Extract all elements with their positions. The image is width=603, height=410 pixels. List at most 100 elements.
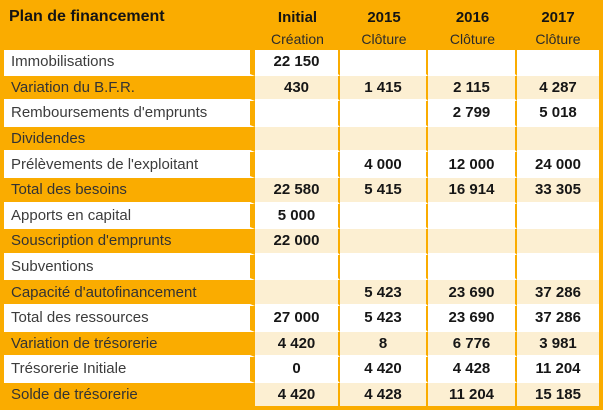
value-cell xyxy=(517,50,599,76)
table-row: Souscription d'emprunts 22 000 xyxy=(4,229,599,255)
value-cell: 5 018 xyxy=(517,101,599,127)
row-label: Total des ressources xyxy=(4,305,255,332)
value-cell xyxy=(517,126,599,153)
table-row: Solde de trésorerie 4 420 4 428 11 204 15 18… xyxy=(4,382,599,406)
value-cell: 5 415 xyxy=(340,177,428,204)
value-cell xyxy=(428,50,517,76)
value-cell xyxy=(340,126,428,153)
value-cell: 3 981 xyxy=(517,331,599,358)
value-cell: 2 799 xyxy=(428,101,517,127)
value-cell xyxy=(428,254,517,281)
value-cell: 23 690 xyxy=(428,305,517,332)
value-cell xyxy=(517,203,599,230)
row-label: Trésorerie Initiale xyxy=(4,357,255,383)
value-cell: 22 150 xyxy=(255,50,340,76)
value-cell xyxy=(517,254,599,281)
value-cell: 5 423 xyxy=(340,280,428,306)
subheader-empty xyxy=(4,30,255,50)
table-row: Capacité d'autofinancement 5 423 23 690 37 … xyxy=(4,280,599,306)
value-cell: 11 204 xyxy=(428,382,517,406)
value-cell: 6 776 xyxy=(428,331,517,358)
value-cell xyxy=(517,229,599,255)
value-cell: 4 428 xyxy=(428,357,517,383)
value-cell: 4 287 xyxy=(517,75,599,102)
col-subheader-2017: Clôture xyxy=(517,30,599,50)
table-row: Variation du B.F.R. 430 1 415 2 115 4 287 xyxy=(4,75,599,102)
row-label: Apports en capital xyxy=(4,203,255,230)
value-cell: 4 428 xyxy=(340,382,428,406)
table-row: Trésorerie Initiale 0 4 420 4 428 11 204 xyxy=(4,357,599,383)
row-label: Total des besoins xyxy=(4,177,255,204)
table-row: Subventions xyxy=(4,254,599,281)
value-cell: 2 115 xyxy=(428,75,517,102)
row-label: Immobilisations xyxy=(4,50,255,76)
row-label: Remboursements d'emprunts xyxy=(4,101,255,127)
table-row: Total des ressources 27 000 5 423 23 690 37 … xyxy=(4,305,599,332)
value-cell xyxy=(428,229,517,255)
value-cell: 8 xyxy=(340,331,428,358)
value-cell xyxy=(340,254,428,281)
value-cell xyxy=(340,203,428,230)
table-row: Variation de trésorerie 4 420 8 6 776 3 981 xyxy=(4,331,599,358)
value-cell: 37 286 xyxy=(517,280,599,306)
row-label: Prélèvements de l'exploitant xyxy=(4,152,255,178)
value-cell: 5 000 xyxy=(255,203,340,230)
value-cell: 4 420 xyxy=(255,331,340,358)
value-cell xyxy=(340,101,428,127)
value-cell: 4 000 xyxy=(340,152,428,178)
table-row: Prélèvements de l'exploitant 4 000 12 000 2… xyxy=(4,152,599,178)
col-subheader-2016: Clôture xyxy=(428,30,517,50)
value-cell: 430 xyxy=(255,75,340,102)
table-row: Total des besoins 22 580 5 415 16 914 33 305 xyxy=(4,177,599,204)
header-row-periods: Création Clôture Clôture Clôture xyxy=(4,30,599,50)
value-cell: 16 914 xyxy=(428,177,517,204)
value-cell: 22 000 xyxy=(255,229,340,255)
row-label: Variation du B.F.R. xyxy=(4,75,255,102)
value-cell xyxy=(428,203,517,230)
value-cell: 15 185 xyxy=(517,382,599,406)
header-row-years: Plan de financement Initial 2015 2016 20… xyxy=(4,4,599,30)
table-row: Dividendes xyxy=(4,126,599,153)
row-label: Solde de trésorerie xyxy=(4,382,255,406)
value-cell: 37 286 xyxy=(517,305,599,332)
value-cell xyxy=(255,101,340,127)
value-cell: 11 204 xyxy=(517,357,599,383)
col-subheader-initial: Création xyxy=(255,30,340,50)
table-row: Remboursements d'emprunts 2 799 5 018 xyxy=(4,101,599,127)
col-subheader-2015: Clôture xyxy=(340,30,428,50)
value-cell: 22 580 xyxy=(255,177,340,204)
row-label: Souscription d'emprunts xyxy=(4,229,255,255)
value-cell: 27 000 xyxy=(255,305,340,332)
value-cell: 1 415 xyxy=(340,75,428,102)
value-cell: 33 305 xyxy=(517,177,599,204)
row-label: Capacité d'autofinancement xyxy=(4,280,255,306)
col-header-2017: 2017 xyxy=(517,4,599,30)
value-cell: 4 420 xyxy=(255,382,340,406)
row-label: Dividendes xyxy=(4,126,255,153)
value-cell xyxy=(428,126,517,153)
value-cell: 12 000 xyxy=(428,152,517,178)
value-cell xyxy=(255,280,340,306)
row-label: Variation de trésorerie xyxy=(4,331,255,358)
value-cell xyxy=(340,50,428,76)
value-cell xyxy=(255,152,340,178)
table-title: Plan de financement xyxy=(4,4,255,30)
value-cell xyxy=(255,254,340,281)
value-cell: 4 420 xyxy=(340,357,428,383)
value-cell: 23 690 xyxy=(428,280,517,306)
table-row: Immobilisations 22 150 xyxy=(4,50,599,76)
value-cell xyxy=(340,229,428,255)
table-body: Immobilisations 22 150 Variation du B.F.R.… xyxy=(4,50,599,406)
row-label: Subventions xyxy=(4,254,255,281)
col-header-2015: 2015 xyxy=(340,4,428,30)
value-cell: 24 000 xyxy=(517,152,599,178)
value-cell: 0 xyxy=(255,357,340,383)
value-cell: 5 423 xyxy=(340,305,428,332)
table-row: Apports en capital 5 000 xyxy=(4,203,599,230)
col-header-initial: Initial xyxy=(255,4,340,30)
col-header-2016: 2016 xyxy=(428,4,517,30)
table-header: Plan de financement Initial 2015 2016 20… xyxy=(4,4,599,50)
value-cell xyxy=(255,126,340,153)
plan-financement-table: Plan de financement Initial 2015 2016 20… xyxy=(4,4,599,406)
